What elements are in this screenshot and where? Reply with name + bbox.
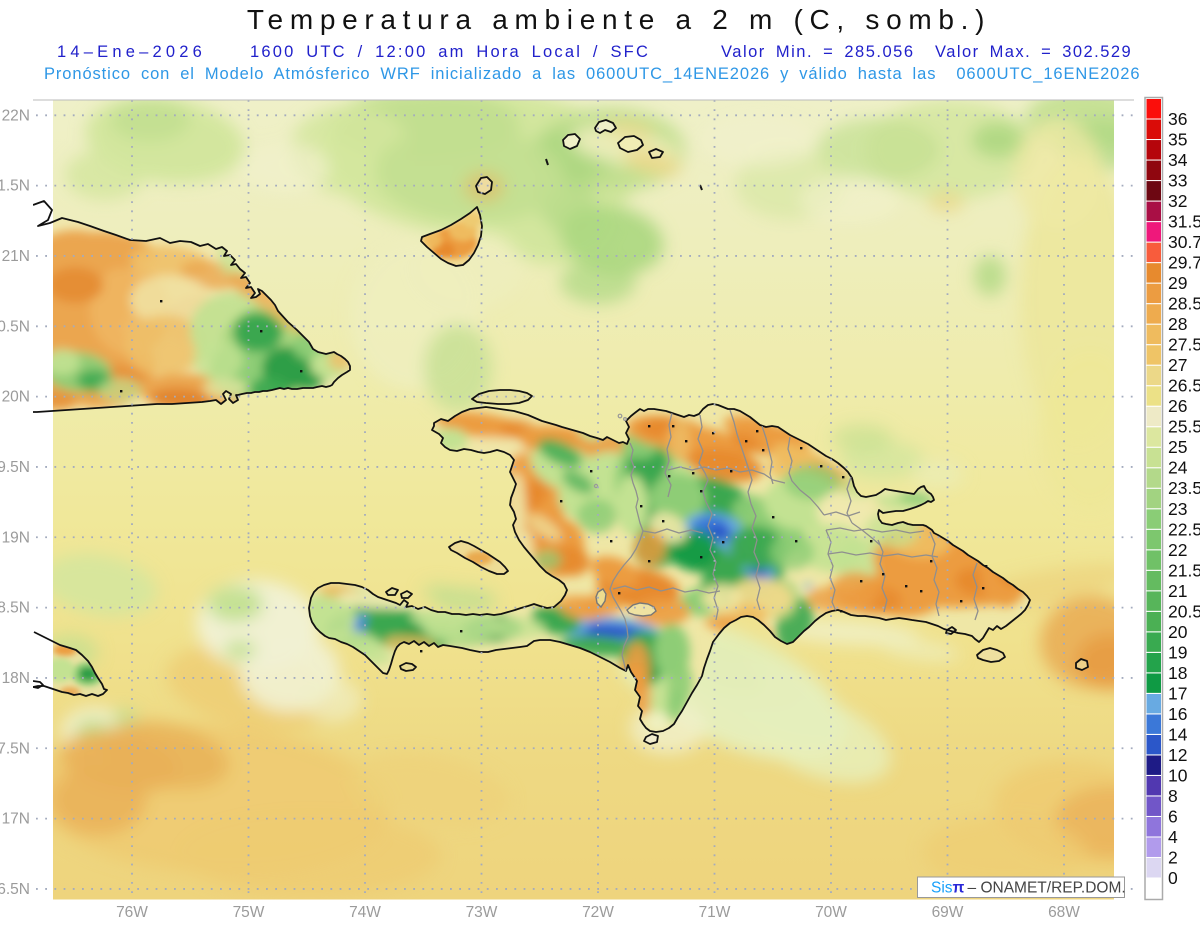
svg-text:34: 34: [1168, 150, 1188, 170]
svg-text:24: 24: [1168, 458, 1188, 478]
svg-text:0.5N: 0.5N: [0, 318, 30, 335]
svg-text:69W: 69W: [932, 904, 964, 921]
svg-text:75W: 75W: [233, 904, 265, 921]
svg-text:8: 8: [1168, 786, 1178, 806]
svg-text:21N: 21N: [2, 248, 30, 265]
svg-text:71W: 71W: [699, 904, 731, 921]
svg-text:27: 27: [1168, 355, 1187, 375]
svg-text:16: 16: [1168, 704, 1187, 724]
svg-text:20.5: 20.5: [1168, 601, 1200, 621]
svg-text:7.5N: 7.5N: [0, 740, 30, 757]
svg-text:28.5: 28.5: [1168, 294, 1200, 314]
svg-text:26.5: 26.5: [1168, 376, 1200, 396]
svg-text:12: 12: [1168, 745, 1187, 765]
svg-text:10: 10: [1168, 765, 1188, 785]
svg-text:72W: 72W: [582, 904, 614, 921]
svg-text:29.7: 29.7: [1168, 253, 1200, 273]
svg-text:8.5N: 8.5N: [0, 600, 30, 617]
svg-text:19N: 19N: [2, 529, 30, 546]
svg-text:21: 21: [1168, 581, 1187, 601]
svg-text:20: 20: [1168, 622, 1188, 642]
svg-text:22.5: 22.5: [1168, 519, 1200, 539]
svg-text:21.5: 21.5: [1168, 560, 1200, 580]
svg-text:Sisπ – ONAMET/REP.DOM.: Sisπ – ONAMET/REP.DOM.: [931, 880, 1126, 897]
svg-text:6.5N: 6.5N: [0, 881, 30, 898]
svg-text:20N: 20N: [2, 389, 30, 406]
svg-text:27.5: 27.5: [1168, 335, 1200, 355]
svg-text:6: 6: [1168, 806, 1178, 826]
svg-text:26: 26: [1168, 396, 1187, 416]
svg-text:18N: 18N: [2, 670, 30, 687]
svg-text:31.5: 31.5: [1168, 212, 1200, 232]
svg-text:9.5N: 9.5N: [0, 459, 30, 476]
svg-text:23.5: 23.5: [1168, 478, 1200, 498]
svg-text:30.7: 30.7: [1168, 232, 1200, 252]
svg-text:14: 14: [1168, 724, 1188, 744]
svg-text:22: 22: [1168, 540, 1187, 560]
svg-text:28: 28: [1168, 314, 1187, 334]
svg-text:19: 19: [1168, 642, 1187, 662]
svg-text:33: 33: [1168, 171, 1187, 191]
svg-text:68W: 68W: [1048, 904, 1080, 921]
svg-text:18: 18: [1168, 663, 1187, 683]
svg-text:0: 0: [1168, 868, 1178, 888]
svg-text:32: 32: [1168, 191, 1187, 211]
svg-text:35: 35: [1168, 130, 1187, 150]
svg-text:1.5N: 1.5N: [0, 178, 30, 195]
svg-text:70W: 70W: [815, 904, 847, 921]
svg-text:25.5: 25.5: [1168, 417, 1200, 437]
svg-text:17N: 17N: [2, 811, 30, 828]
svg-text:22N: 22N: [2, 107, 30, 124]
svg-text:36: 36: [1168, 109, 1187, 129]
svg-text:2: 2: [1168, 848, 1178, 868]
svg-text:73W: 73W: [466, 904, 498, 921]
svg-text:29: 29: [1168, 273, 1187, 293]
svg-text:25: 25: [1168, 437, 1187, 457]
svg-text:76W: 76W: [116, 904, 148, 921]
svg-text:74W: 74W: [349, 904, 381, 921]
svg-text:23: 23: [1168, 499, 1187, 519]
svg-text:4: 4: [1168, 827, 1178, 847]
svg-text:17: 17: [1168, 683, 1187, 703]
